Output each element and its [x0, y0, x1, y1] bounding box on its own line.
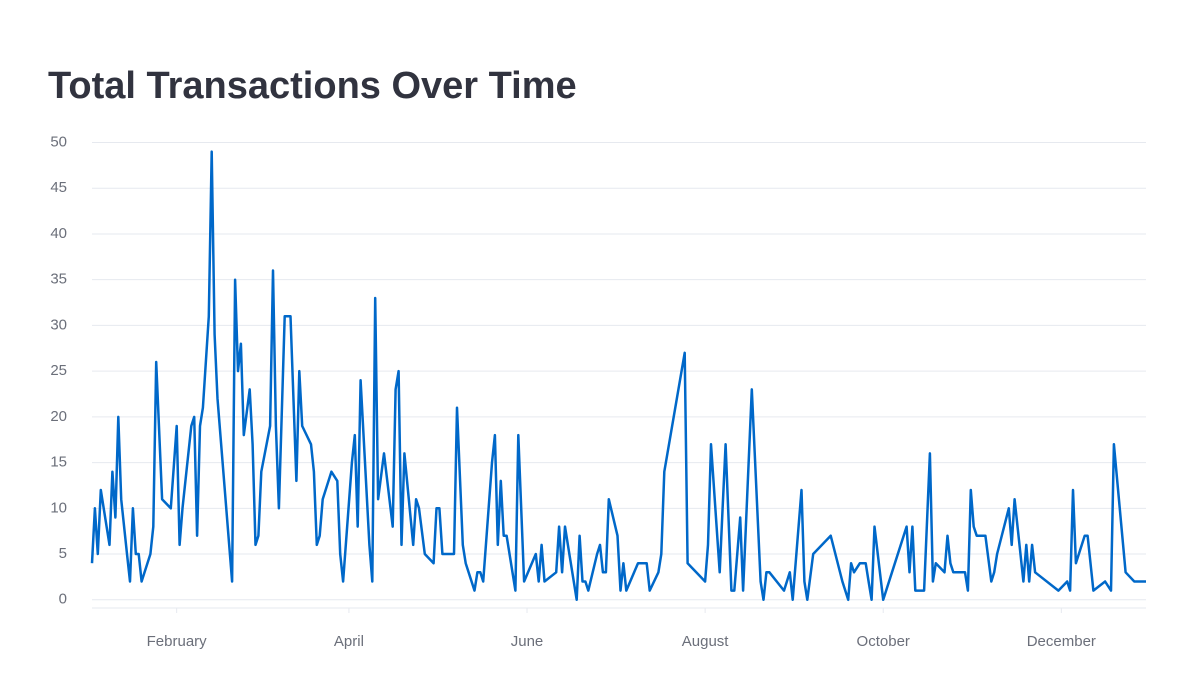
line-series [90, 150, 1146, 602]
chart-title: Total Transactions Over Time [48, 65, 577, 107]
y-tick-label: 15 [50, 454, 67, 471]
x-tick-label: February [147, 633, 208, 650]
x-tick-label: October [857, 633, 910, 650]
x-tick-label: April [334, 633, 364, 650]
y-tick-label: 40 [50, 225, 67, 242]
y-tick-label: 30 [50, 316, 67, 333]
y-tick-label: 35 [50, 271, 67, 288]
x-tick-label: June [511, 633, 544, 650]
y-tick-label: 10 [50, 499, 67, 516]
y-tick-label: 0 [59, 591, 67, 608]
y-tick-label: 20 [50, 408, 67, 425]
y-tick-label: 50 [50, 133, 67, 150]
y-tick-label: 45 [50, 179, 67, 196]
y-tick-label: 25 [50, 362, 67, 379]
x-tick-label: December [1027, 633, 1096, 650]
x-tick-label: August [682, 633, 730, 650]
y-tick-label: 5 [59, 545, 67, 562]
